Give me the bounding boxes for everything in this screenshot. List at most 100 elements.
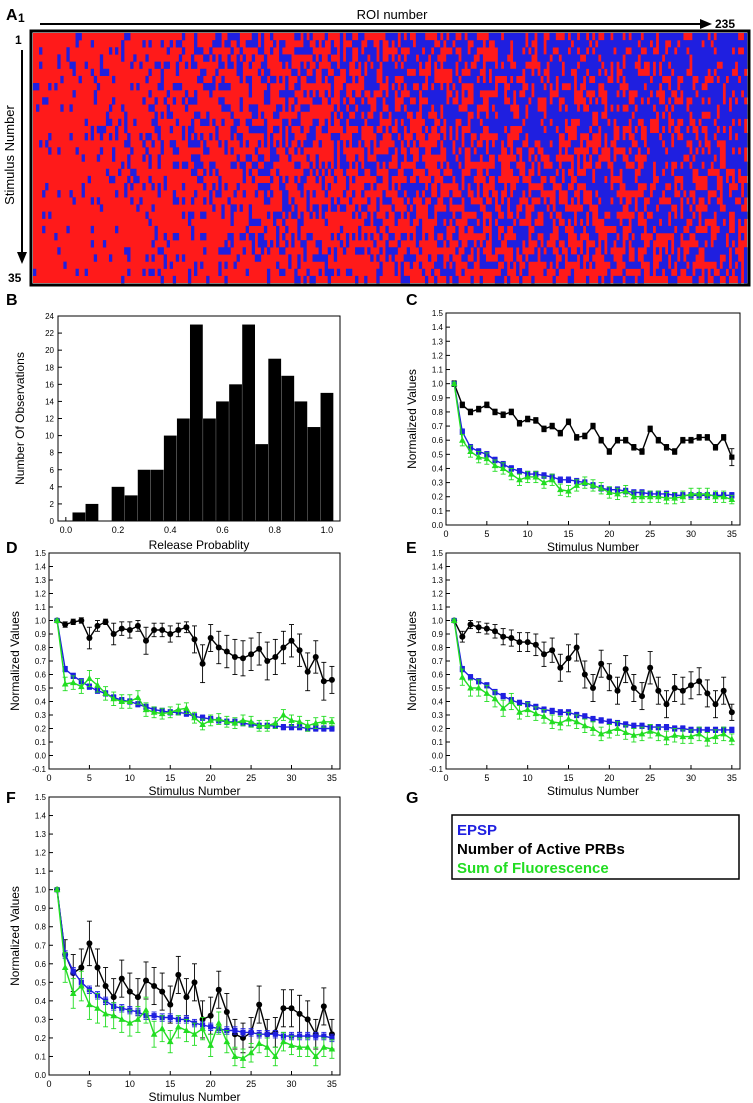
- data-point: [508, 409, 514, 415]
- data-point: [280, 1038, 287, 1045]
- data-point: [671, 494, 678, 501]
- y-tick-label: 0.4: [35, 997, 47, 1006]
- data-point: [483, 455, 491, 462]
- data-point: [630, 685, 637, 691]
- data-point: [549, 708, 555, 714]
- x-tick-label: 0.2: [112, 525, 125, 535]
- data-point: [614, 490, 621, 497]
- data-point: [704, 434, 710, 440]
- x-tick-label: 35: [727, 773, 737, 783]
- data-point: [623, 721, 629, 728]
- y-axis-title: Normalized Values: [405, 369, 419, 469]
- series-sum-of-fluorescence: [53, 617, 336, 732]
- data-point: [541, 426, 547, 432]
- data-point: [248, 1029, 254, 1035]
- y-tick-label: 1.0: [432, 380, 444, 389]
- y-tick-label: 0.9: [35, 904, 47, 913]
- data-point: [606, 727, 613, 734]
- y-tick-label: 1.5: [35, 549, 47, 558]
- data-point: [126, 1019, 134, 1026]
- data-point: [475, 453, 482, 460]
- data-point: [672, 448, 678, 455]
- histogram-bar: [189, 324, 203, 521]
- plot-frame: [48, 796, 341, 1076]
- data-point: [207, 716, 214, 723]
- y-tick-label: 6: [50, 466, 55, 475]
- histogram-bar: [307, 427, 321, 521]
- data-point: [159, 988, 166, 995]
- data-point: [516, 468, 523, 474]
- data-point: [459, 673, 466, 680]
- data-point: [175, 1023, 182, 1030]
- data-point: [304, 1043, 311, 1050]
- data-point: [557, 430, 563, 436]
- data-point: [143, 977, 149, 984]
- y-tick-label: 8: [50, 449, 55, 458]
- series-sum-of-fluorescence: [450, 380, 736, 505]
- histogram-bar: [163, 435, 177, 521]
- data-point: [183, 994, 190, 1001]
- data-point: [272, 719, 279, 726]
- raster-frame: [29, 29, 751, 287]
- data-point: [240, 1029, 246, 1035]
- x-tick-label: 0.0: [60, 525, 73, 535]
- data-point: [183, 1027, 190, 1034]
- data-point: [459, 429, 465, 435]
- data-point: [86, 940, 93, 947]
- data-point: [102, 689, 109, 696]
- y-tick-label: 4: [50, 483, 55, 492]
- data-point: [296, 647, 303, 654]
- data-point: [191, 979, 198, 986]
- data-point: [475, 684, 482, 691]
- histogram-bar: [85, 503, 99, 521]
- histogram-bar: [137, 469, 151, 521]
- data-point: [680, 437, 686, 443]
- y-axis-title: Normalized Values: [8, 886, 22, 986]
- data-point: [475, 624, 482, 631]
- data-point: [532, 473, 540, 480]
- data-point: [557, 664, 564, 671]
- data-point: [296, 718, 303, 725]
- data-point: [231, 1052, 239, 1059]
- data-point: [166, 708, 174, 715]
- legend-epsp: EPSP: [457, 822, 497, 839]
- data-point: [110, 994, 117, 1001]
- data-point: [239, 1054, 247, 1061]
- data-point: [606, 674, 613, 681]
- data-point: [508, 698, 515, 704]
- data-point: [500, 633, 507, 640]
- data-point: [639, 448, 645, 455]
- data-point: [533, 417, 539, 424]
- data-point: [313, 1033, 319, 1039]
- data-point: [695, 490, 703, 497]
- data-point: [86, 1001, 93, 1008]
- data-point: [263, 722, 271, 729]
- data-point: [183, 624, 190, 631]
- data-point: [151, 1013, 157, 1019]
- data-point: [126, 988, 133, 995]
- y-tick-label: 1.0: [35, 886, 47, 895]
- data-point: [565, 487, 572, 494]
- data-point: [704, 735, 711, 742]
- data-point: [118, 975, 125, 982]
- chart-panel-e: -0.1 0.0 0.1 0.2 0.3 0.4 0.5 0.6 0.7 0.8 0.9 1.0 1.1…: [405, 549, 741, 798]
- data-point: [728, 735, 736, 742]
- y-tick-label: 0.1: [35, 738, 47, 747]
- y-tick-label: 0.2: [432, 493, 444, 502]
- chart-panel-f: 0.0 0.1 0.2 0.3 0.4 0.5 0.6 0.7 0.8 0.9 1.0 1.1 1.2 1…: [8, 793, 341, 1103]
- data-point: [467, 684, 474, 691]
- data-point: [158, 1025, 166, 1032]
- data-point: [215, 1019, 223, 1026]
- y-tick-label: 24: [45, 312, 54, 321]
- data-point: [598, 660, 605, 667]
- y-tick-label: 1.3: [432, 576, 444, 585]
- data-point: [272, 653, 279, 660]
- raster-release-cells: [33, 33, 748, 284]
- data-point: [256, 1001, 263, 1008]
- y-tick-label: 0.2: [35, 725, 47, 734]
- data-point: [223, 718, 231, 725]
- roi-start-label: 1: [18, 11, 25, 25]
- data-point: [199, 660, 206, 667]
- data-point: [704, 490, 711, 497]
